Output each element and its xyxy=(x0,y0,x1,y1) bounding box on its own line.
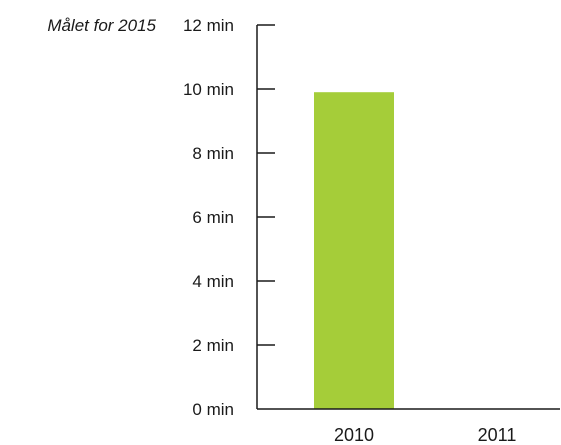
bars-layer xyxy=(314,92,394,409)
y-tick-label: 12 min xyxy=(183,16,234,35)
y-tick-label: 4 min xyxy=(192,272,234,291)
x-category-label: 2010 xyxy=(334,425,374,445)
x-category-label: 2011 xyxy=(478,425,517,445)
y-tick-label: 6 min xyxy=(192,208,234,227)
y-tick-label: 10 min xyxy=(183,80,234,99)
bar-2010 xyxy=(314,92,394,409)
x-category-labels: 2010 2011 xyxy=(334,425,516,445)
axis-layer xyxy=(256,25,560,410)
y-tick-label: 8 min xyxy=(192,144,234,163)
y-ticks: 0 min 2 min 4 min 6 min 8 min 10 min 12 min xyxy=(183,16,275,419)
target-annotation-label: Målet for 2015 xyxy=(47,16,156,35)
y-tick-label: 2 min xyxy=(192,336,234,355)
y-tick-label: 0 min xyxy=(192,400,234,419)
